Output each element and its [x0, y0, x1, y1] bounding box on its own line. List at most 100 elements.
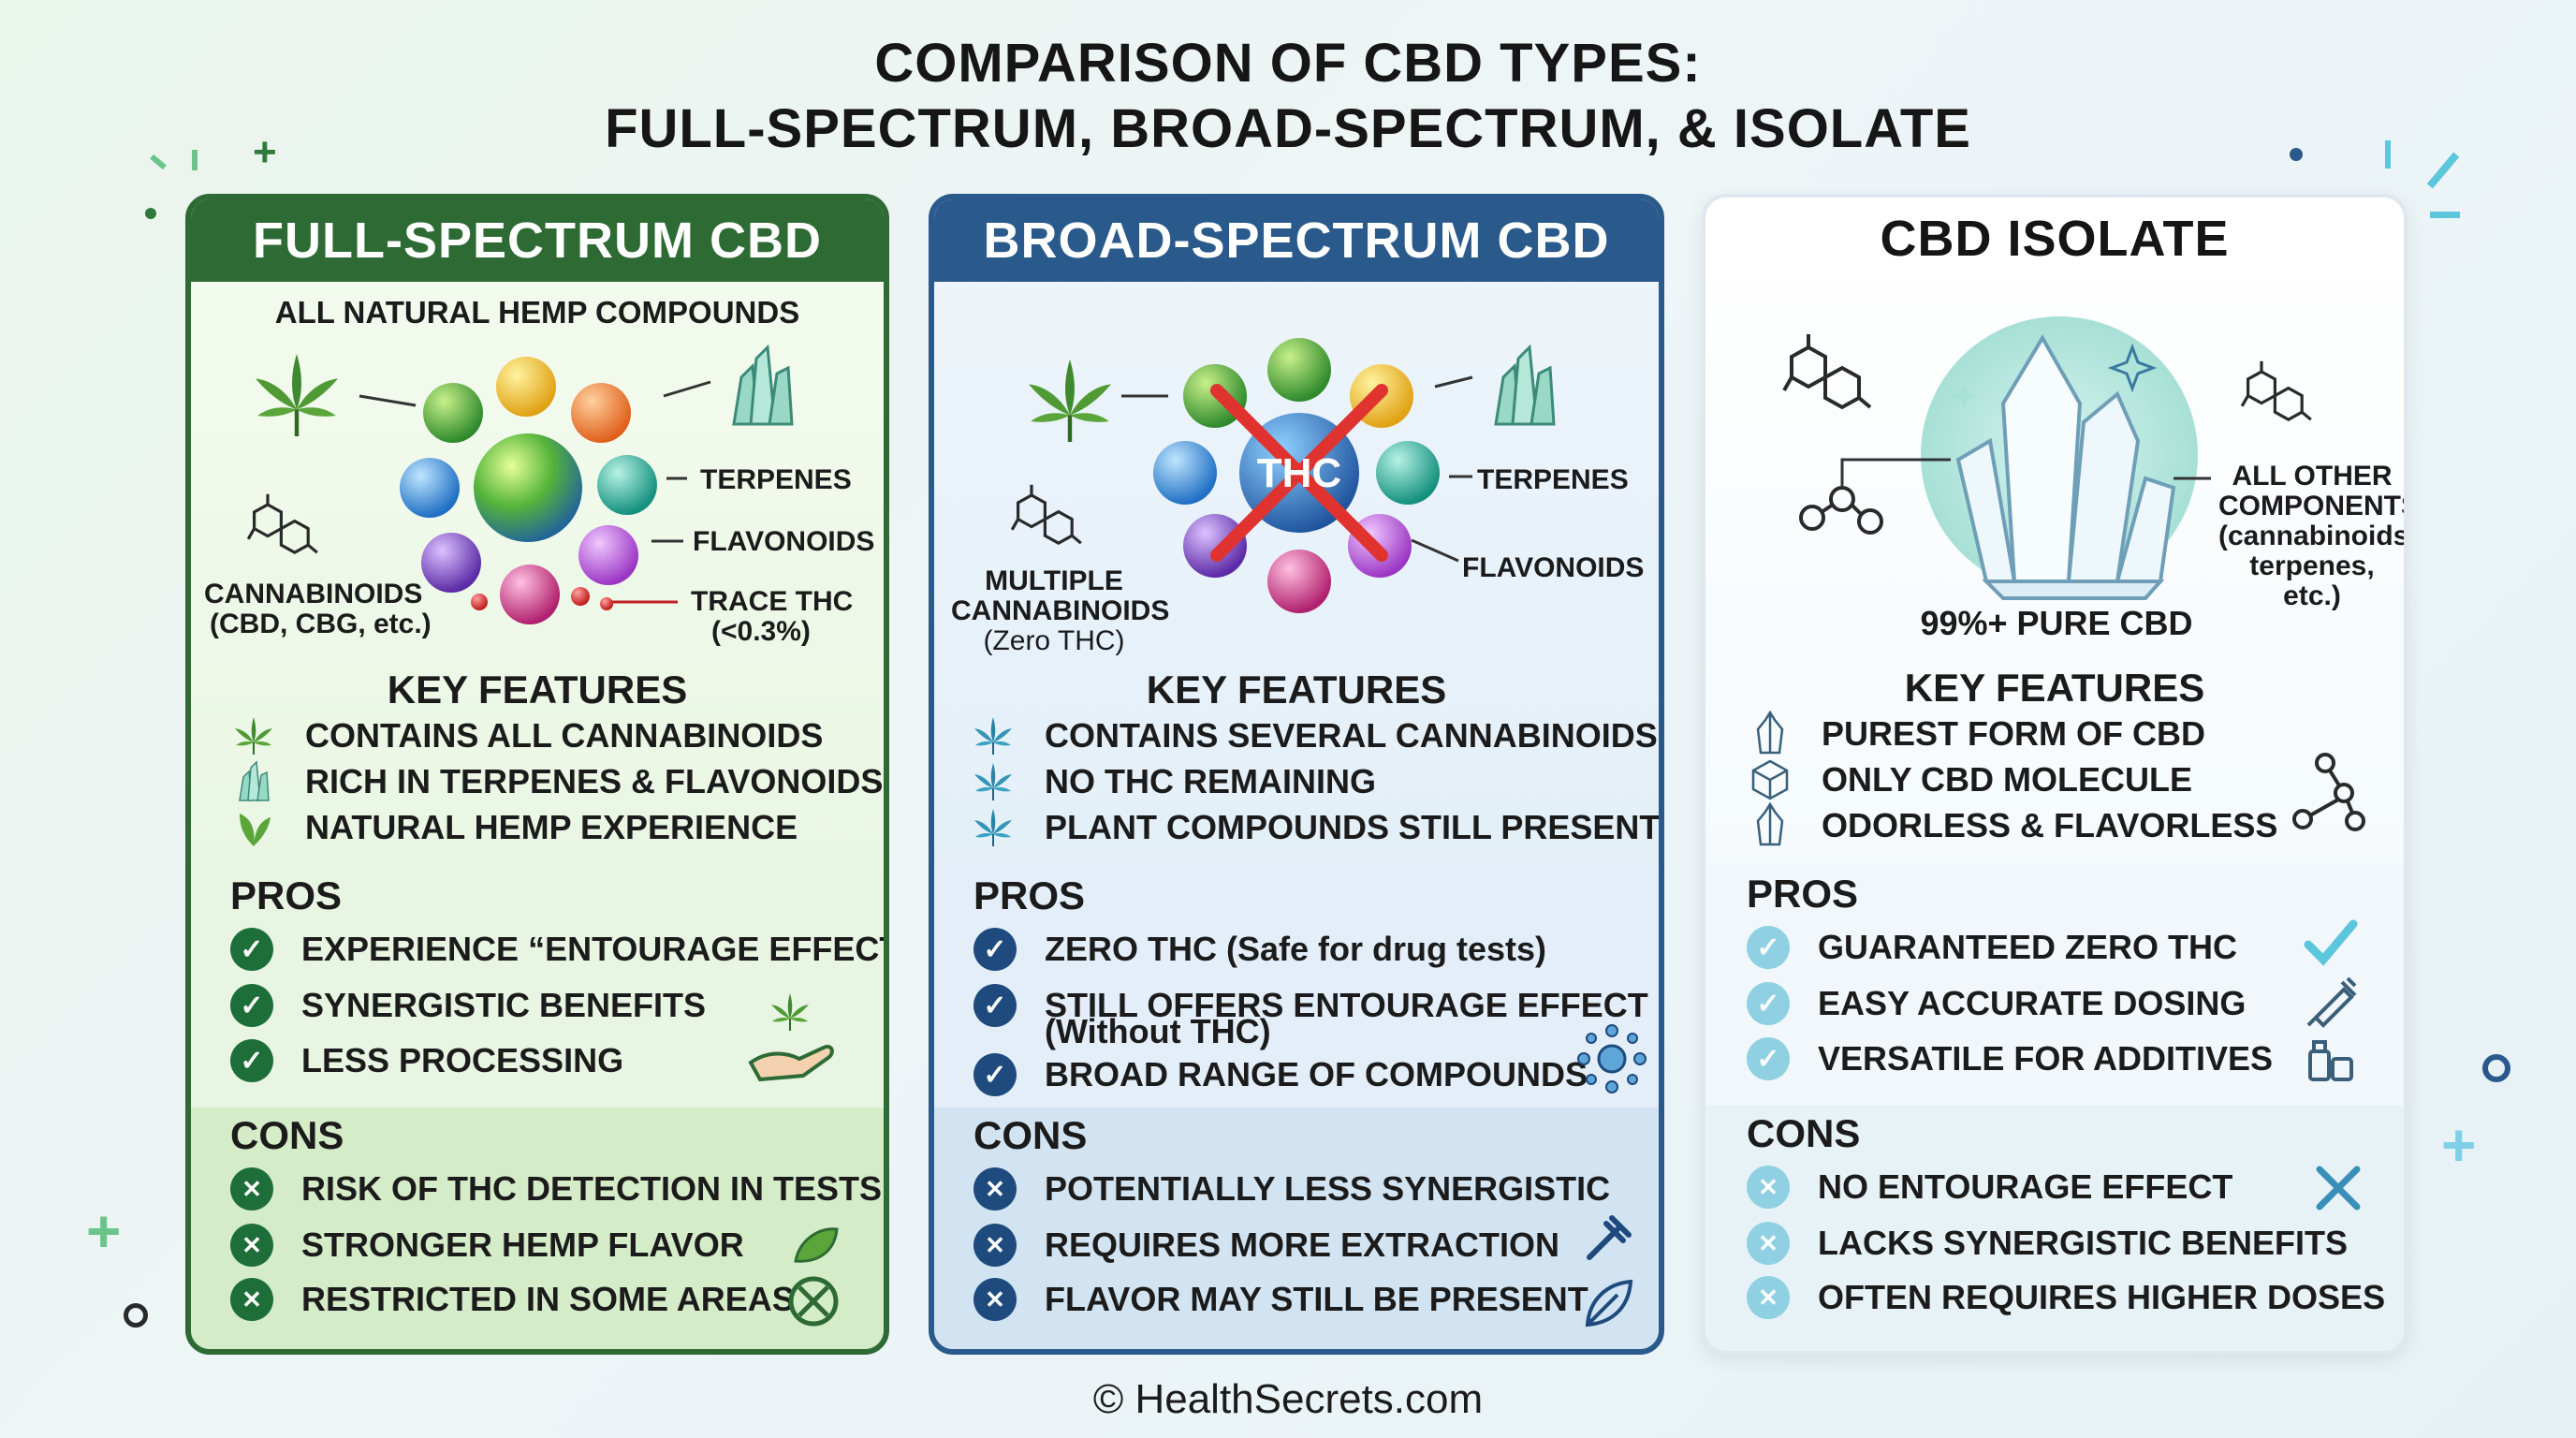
molecule-icon	[2240, 360, 2313, 421]
hemp-leaf-icon	[256, 354, 338, 436]
full-spectrum-card: FULL-SPECTRUM CBD ALL NATURAL HEMP COMPO…	[185, 194, 889, 1355]
thc-cross-mark	[1210, 384, 1388, 562]
pros-band	[1705, 864, 2404, 1106]
broad-spectrum-card: BROAD-SPECTRUM CBD THC TERPENES FLAVONOI…	[929, 194, 1664, 1355]
con-item: ✕ RESTRICTED IN SOME AREAS	[230, 1278, 795, 1321]
key-features-title: KEY FEATURES	[387, 668, 688, 712]
orange-compound-sphere	[571, 383, 631, 443]
feature-item: PUREST FORM OF CBD	[1747, 711, 2205, 757]
magenta-compound-sphere	[500, 565, 560, 624]
crystal-icon	[732, 345, 794, 426]
check-icon: ✓	[1747, 926, 1790, 969]
broad-spectrum-compound-diagram	[1010, 338, 1556, 613]
sparkle-dash-icon	[192, 150, 198, 170]
feature-item: PLANT COMPOUNDS STILL PRESENT	[970, 804, 1659, 851]
trace-thc-label: TRACE THC	[691, 586, 854, 617]
check-icon: ✓	[1747, 982, 1790, 1025]
teal-compound-sphere	[597, 455, 657, 515]
con-item: ✕ NO ENTOURAGE EFFECT	[1747, 1166, 2232, 1209]
feature-item: CONTAINS SEVERAL CANNABINOIDS	[970, 712, 1658, 759]
blue-leaf-icon	[970, 758, 1017, 805]
restricted-icon	[788, 1276, 839, 1327]
cube-icon	[1751, 759, 1789, 800]
feature-item: NO THC REMAINING	[970, 758, 1376, 805]
con-item: ✕ OFTEN REQUIRES HIGHER DOSES	[1747, 1276, 2385, 1319]
cannabinoids-label: CANNABINOIDS	[204, 579, 423, 609]
page-title-line-2: FULL-SPECTRUM, BROAD-SPECTRUM, & ISOLATE	[605, 98, 1971, 159]
cannabinoids-paren-label: (cannabinoids,	[2218, 521, 2408, 551]
con-item: ✕ LACKS SYNERGISTIC BENEFITS	[1747, 1222, 2348, 1265]
trace-thc-sublabel: (<0.3%)	[711, 616, 811, 647]
hand-with-leaf-icon	[748, 991, 834, 1082]
pro-item: ✓ EXPERIENCE “ENTOURAGE EFFECT”	[230, 928, 884, 971]
cons-title: CONS	[1747, 1111, 1861, 1155]
check-icon: ✓	[230, 1039, 273, 1082]
feature-item: NATURAL HEMP EXPERIENCE	[230, 804, 798, 851]
cannabinoids-sublabel: (CBD, CBG, etc.)	[210, 609, 432, 639]
x-icon: ✕	[973, 1167, 1017, 1211]
extraction-tool-icon	[1587, 1215, 1632, 1260]
sparkle-plus-icon: +	[86, 1197, 122, 1265]
cons-title: CONS	[230, 1113, 344, 1157]
x-icon: ✕	[973, 1278, 1017, 1321]
check-icon: ✓	[230, 984, 273, 1027]
yellow-compound-sphere	[496, 357, 556, 417]
molecule-network-icon	[2292, 753, 2365, 831]
sparkle-dash-icon	[2385, 140, 2391, 169]
hemp-leaf-icon	[1029, 360, 1111, 442]
con-item: ✕ STRONGER HEMP FLAVOR	[230, 1224, 744, 1267]
check-icon: ✓	[973, 928, 1017, 971]
cons-band	[191, 1108, 884, 1349]
x-icon: ✕	[973, 1224, 1017, 1267]
flavonoids-label: FLAVONOIDS	[1462, 552, 1645, 583]
x-icon: ✕	[1747, 1222, 1790, 1265]
all-other-label: ALL OTHER	[2232, 461, 2393, 492]
blue-compound-sphere	[400, 458, 460, 518]
purple-compound-sphere	[421, 533, 481, 593]
pro-item: ✓ VERSATILE FOR ADDITIVES	[1747, 1037, 2273, 1080]
thc-label: THC	[1256, 450, 1342, 496]
pro-item: ✓ LESS PROCESSING	[230, 1039, 623, 1082]
terpenes-label: TERPENES	[1477, 464, 1629, 495]
blue-compound-sphere	[1153, 441, 1217, 505]
con-item: ✕ REQUIRES MORE EXTRACTION	[973, 1224, 1559, 1267]
compound-network-icon	[1577, 1024, 1647, 1093]
pro-item: ✓ SYNERGISTIC BENEFITS	[230, 984, 706, 1027]
x-icon: ✕	[230, 1224, 273, 1267]
large-x-icon	[2316, 1166, 2361, 1211]
sparkle-dash-icon	[2430, 212, 2460, 218]
full-spectrum-subtitle: ALL NATURAL HEMP COMPOUNDS	[274, 295, 800, 330]
leaf-crystal-icon	[230, 758, 277, 805]
page-title-line-1: COMPARISON OF CBD TYPES:	[874, 33, 1702, 94]
con-item: ✕ FLAVOR MAY STILL BE PRESENT	[973, 1278, 1588, 1321]
crystal-outline-icon	[1756, 711, 1784, 755]
components-label: COMPONENTS	[2218, 491, 2408, 521]
cbd-isolate-card: CBD ISOLATE ALL OTHER COMPONENTS (cannab…	[1702, 194, 2408, 1355]
terpenes-paren-label: terpenes, etc.)	[2249, 550, 2375, 611]
violet-compound-sphere	[578, 525, 638, 585]
teal-compound-sphere	[1376, 441, 1440, 505]
pro-item: ✓ GUARANTEED ZERO THC	[1747, 926, 2237, 969]
terpenes-label: TERPENES	[700, 464, 852, 495]
hemp-bud-icon	[794, 1227, 839, 1263]
syringe-icon	[2306, 976, 2357, 1028]
zero-thc-label: (Zero THC)	[983, 625, 1125, 656]
key-features-title: KEY FEATURES	[1904, 666, 2205, 710]
feature-item: CONTAINS ALL CANNABINOIDS	[230, 712, 823, 759]
leaf-sprout-icon	[240, 814, 271, 846]
full-spectrum-compound-diagram	[246, 345, 794, 624]
check-icon: ✓	[230, 928, 273, 971]
green-compound-sphere	[423, 383, 483, 443]
dot-icon	[2290, 148, 2303, 161]
magenta-compound-sphere	[1267, 550, 1331, 613]
molecule-chain-icon	[1799, 486, 1883, 535]
con-item: ✕ RISK OF THC DETECTION IN TESTS	[230, 1167, 882, 1211]
sparkle-icon	[2107, 343, 2158, 393]
blue-leaf-icon	[970, 712, 1017, 759]
crystal-outline-icon	[1756, 802, 1784, 846]
crystal-icon	[1494, 345, 1556, 426]
bottles-icon	[2308, 1040, 2353, 1081]
copyright-footer: © HealthSecrets.com	[1092, 1376, 1484, 1422]
check-icon: ✓	[973, 984, 1017, 1027]
center-cbd-sphere	[474, 433, 582, 542]
